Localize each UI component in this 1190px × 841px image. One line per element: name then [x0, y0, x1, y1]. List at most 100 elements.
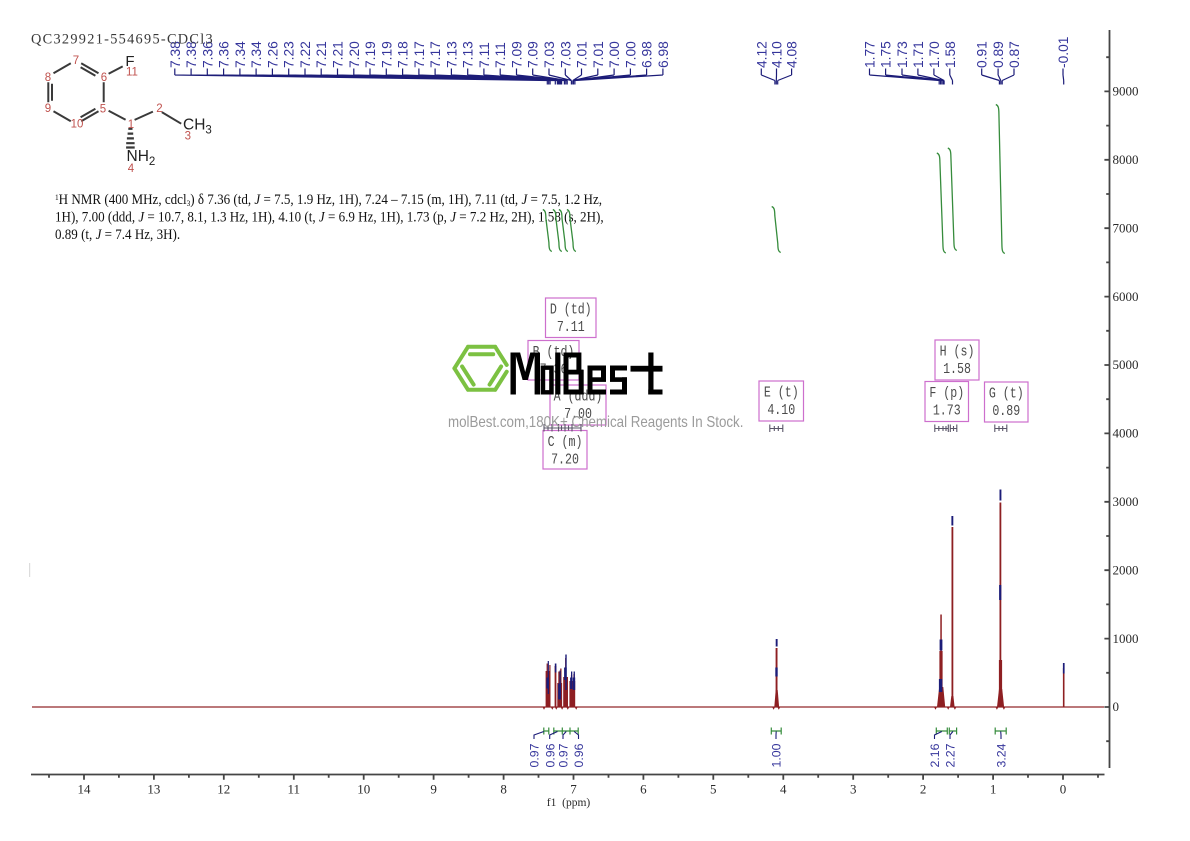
svg-text:6: 6 — [101, 72, 107, 84]
svg-text:5: 5 — [710, 782, 717, 797]
svg-text:14: 14 — [78, 782, 92, 797]
svg-text:8000: 8000 — [1113, 152, 1139, 167]
svg-text:7.23: 7.23 — [282, 41, 297, 68]
svg-text:7.36: 7.36 — [200, 41, 215, 68]
svg-text:7.17: 7.17 — [412, 41, 427, 68]
svg-text:7.01: 7.01 — [575, 41, 590, 68]
svg-text:F: F — [125, 53, 134, 70]
svg-text:7.20: 7.20 — [347, 41, 362, 68]
svg-text:QC329921-554695-CDCl3: QC329921-554695-CDCl3 — [31, 32, 214, 48]
svg-text:molBest.com,180K+ Chemical Rea: molBest.com,180K+ Chemical Reagents In S… — [448, 414, 743, 431]
svg-text:7.36: 7.36 — [217, 41, 232, 68]
svg-text:10: 10 — [357, 782, 370, 797]
svg-text:3.24: 3.24 — [995, 743, 1009, 767]
svg-text:7.19: 7.19 — [379, 41, 394, 68]
svg-text:1.71: 1.71 — [911, 41, 926, 68]
svg-text:H (s): H (s) — [940, 343, 975, 360]
svg-text:0.87: 0.87 — [1007, 41, 1022, 68]
svg-text:1.77: 1.77 — [863, 41, 878, 68]
svg-text:7.11: 7.11 — [477, 42, 492, 68]
svg-text:7.34: 7.34 — [249, 41, 264, 68]
svg-text:2000: 2000 — [1113, 562, 1139, 577]
svg-text:C (m): C (m) — [548, 434, 583, 451]
svg-text:7.11: 7.11 — [557, 319, 585, 336]
svg-text:2: 2 — [920, 782, 927, 797]
svg-text:13: 13 — [147, 782, 160, 797]
svg-text:7.21: 7.21 — [331, 41, 346, 68]
svg-text:7.01: 7.01 — [591, 41, 606, 68]
svg-text:4.10: 4.10 — [770, 41, 785, 68]
svg-text:7.11: 7.11 — [493, 42, 508, 68]
svg-text:8: 8 — [45, 72, 51, 84]
svg-text:7.09: 7.09 — [526, 41, 541, 68]
svg-text:0.89 (t, J = 7.4 Hz, 3H).: 0.89 (t, J = 7.4 Hz, 3H). — [55, 227, 180, 244]
svg-text:1.58: 1.58 — [943, 361, 971, 378]
svg-text:0.91: 0.91 — [975, 41, 990, 68]
svg-text:10: 10 — [71, 119, 84, 131]
svg-text:7.00: 7.00 — [564, 406, 592, 423]
svg-text:7.13: 7.13 — [461, 41, 476, 68]
svg-text:-0.01: -0.01 — [1056, 37, 1071, 68]
svg-text:2: 2 — [156, 103, 162, 115]
svg-text:7: 7 — [570, 782, 577, 797]
svg-text:7.38: 7.38 — [168, 41, 183, 68]
svg-text:1.75: 1.75 — [879, 41, 894, 68]
svg-text:1.58: 1.58 — [943, 41, 958, 68]
svg-text:12: 12 — [217, 782, 230, 797]
svg-text:0.96: 0.96 — [543, 743, 557, 767]
svg-text:G (t): G (t) — [989, 385, 1024, 402]
svg-text:5: 5 — [100, 104, 106, 116]
svg-text:4: 4 — [128, 163, 135, 175]
svg-text:2.16: 2.16 — [928, 743, 942, 767]
svg-text:4.12: 4.12 — [754, 41, 769, 68]
svg-text:6.98: 6.98 — [656, 41, 671, 68]
svg-text:4000: 4000 — [1113, 426, 1139, 441]
svg-text:0: 0 — [1113, 699, 1120, 714]
svg-text:1000: 1000 — [1113, 631, 1139, 646]
svg-text:7.03: 7.03 — [558, 41, 573, 68]
svg-text:0.96: 0.96 — [572, 743, 586, 767]
svg-text:F (p): F (p) — [929, 385, 964, 402]
svg-text:9: 9 — [430, 782, 437, 797]
svg-text:6.98: 6.98 — [640, 41, 655, 68]
svg-text:1.00: 1.00 — [770, 743, 784, 767]
svg-text:1.73: 1.73 — [933, 402, 961, 419]
svg-text:NH2: NH2 — [127, 148, 156, 168]
svg-text:7.34: 7.34 — [233, 41, 248, 68]
svg-text:7000: 7000 — [1113, 220, 1139, 235]
svg-text:1.70: 1.70 — [927, 41, 942, 68]
svg-text:0.89: 0.89 — [992, 403, 1020, 420]
svg-text:7.18: 7.18 — [396, 41, 411, 68]
svg-text:7.03: 7.03 — [542, 41, 557, 68]
svg-text:0.89: 0.89 — [991, 41, 1006, 68]
svg-text:1: 1 — [990, 782, 997, 797]
svg-text:7.13: 7.13 — [444, 41, 459, 68]
svg-text:6: 6 — [640, 782, 647, 797]
svg-text:3: 3 — [185, 131, 191, 143]
svg-text:9: 9 — [45, 103, 51, 115]
svg-text:4.08: 4.08 — [785, 41, 800, 68]
svg-text:7.21: 7.21 — [314, 41, 329, 68]
svg-text:E (t): E (t) — [764, 384, 799, 401]
svg-text:1H NMR (400 MHz, cdcl3) δ 7.36: 1H NMR (400 MHz, cdcl3) δ 7.36 (td, J = … — [55, 192, 602, 209]
svg-text:4: 4 — [780, 782, 787, 797]
svg-text:CH3: CH3 — [183, 117, 212, 137]
svg-text:2.27: 2.27 — [944, 743, 958, 767]
svg-text:9000: 9000 — [1113, 84, 1139, 99]
svg-text:7.22: 7.22 — [298, 41, 313, 68]
svg-text:3000: 3000 — [1113, 494, 1139, 509]
svg-text:5000: 5000 — [1113, 357, 1139, 372]
svg-text:0.97: 0.97 — [557, 743, 571, 767]
svg-text:7.17: 7.17 — [428, 41, 443, 68]
svg-text:7.26: 7.26 — [265, 41, 280, 68]
svg-text:7: 7 — [73, 55, 79, 67]
svg-text:7.38: 7.38 — [184, 41, 199, 68]
svg-text:8: 8 — [500, 782, 507, 797]
svg-text:11: 11 — [126, 67, 138, 79]
svg-text:4.10: 4.10 — [767, 402, 795, 419]
svg-text:7.20: 7.20 — [551, 451, 579, 468]
svg-text:7.19: 7.19 — [363, 41, 378, 68]
svg-text:0.97: 0.97 — [528, 743, 542, 767]
svg-text:6000: 6000 — [1113, 289, 1139, 304]
svg-text:f1 (ppm): f1 (ppm) — [547, 797, 591, 809]
